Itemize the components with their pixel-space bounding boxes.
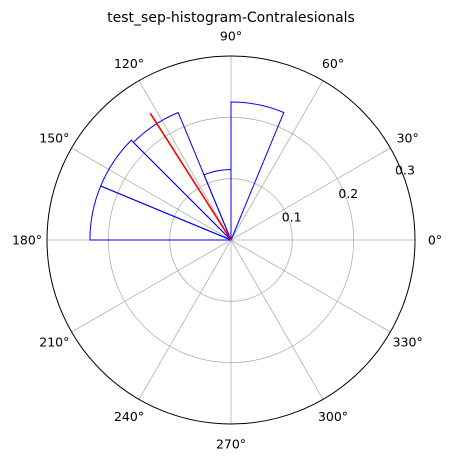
angle-tick-label: 180°	[12, 233, 42, 248]
histogram-bar	[89, 185, 232, 241]
angle-tick-labels: 0° 30° 60° 90° 120° 150° 180° 210° 240° 270° 300° 3…	[12, 29, 442, 452]
angle-tick-label: 300°	[318, 409, 348, 424]
mean-vector-line	[149, 112, 232, 241]
angle-grid-line	[230, 239, 391, 333]
angle-tick-label: 30°	[397, 131, 419, 146]
angle-grid-line	[230, 239, 324, 400]
angle-grid-line	[138, 239, 232, 400]
angle-tick-label: 330°	[393, 335, 423, 350]
angle-tick-label: 270°	[216, 437, 246, 452]
histogram-bar	[100, 139, 232, 241]
radial-tick-label: 0.2	[338, 186, 358, 201]
angle-tick-label: 90°	[220, 29, 242, 44]
angle-tick-label: 150°	[39, 131, 69, 146]
radial-tick-label: 0.1	[282, 210, 302, 225]
histogram-bars	[89, 101, 285, 241]
angle-tick-label: 60°	[322, 56, 344, 71]
radial-tick-labels: 0.1 0.2 0.3	[282, 163, 415, 225]
mean-direction	[149, 112, 232, 241]
angle-grid-line	[230, 80, 324, 241]
polar-spine	[46, 55, 416, 425]
angle-grid-line	[230, 147, 391, 241]
angle-tick-label: 240°	[114, 409, 144, 424]
histogram-bar	[132, 111, 232, 241]
angle-tick-label: 120°	[114, 56, 144, 71]
angle-grid-line	[138, 80, 232, 241]
angle-grid-line	[71, 147, 232, 241]
radial-tick-label: 0.3	[395, 163, 415, 178]
angle-grid-line	[71, 239, 232, 333]
chart-title: test_sep-histogram-Contralesionals	[107, 10, 355, 26]
angle-tick-label: 210°	[39, 335, 69, 350]
angle-tick-label: 0°	[428, 233, 442, 248]
histogram-bar	[230, 101, 285, 241]
